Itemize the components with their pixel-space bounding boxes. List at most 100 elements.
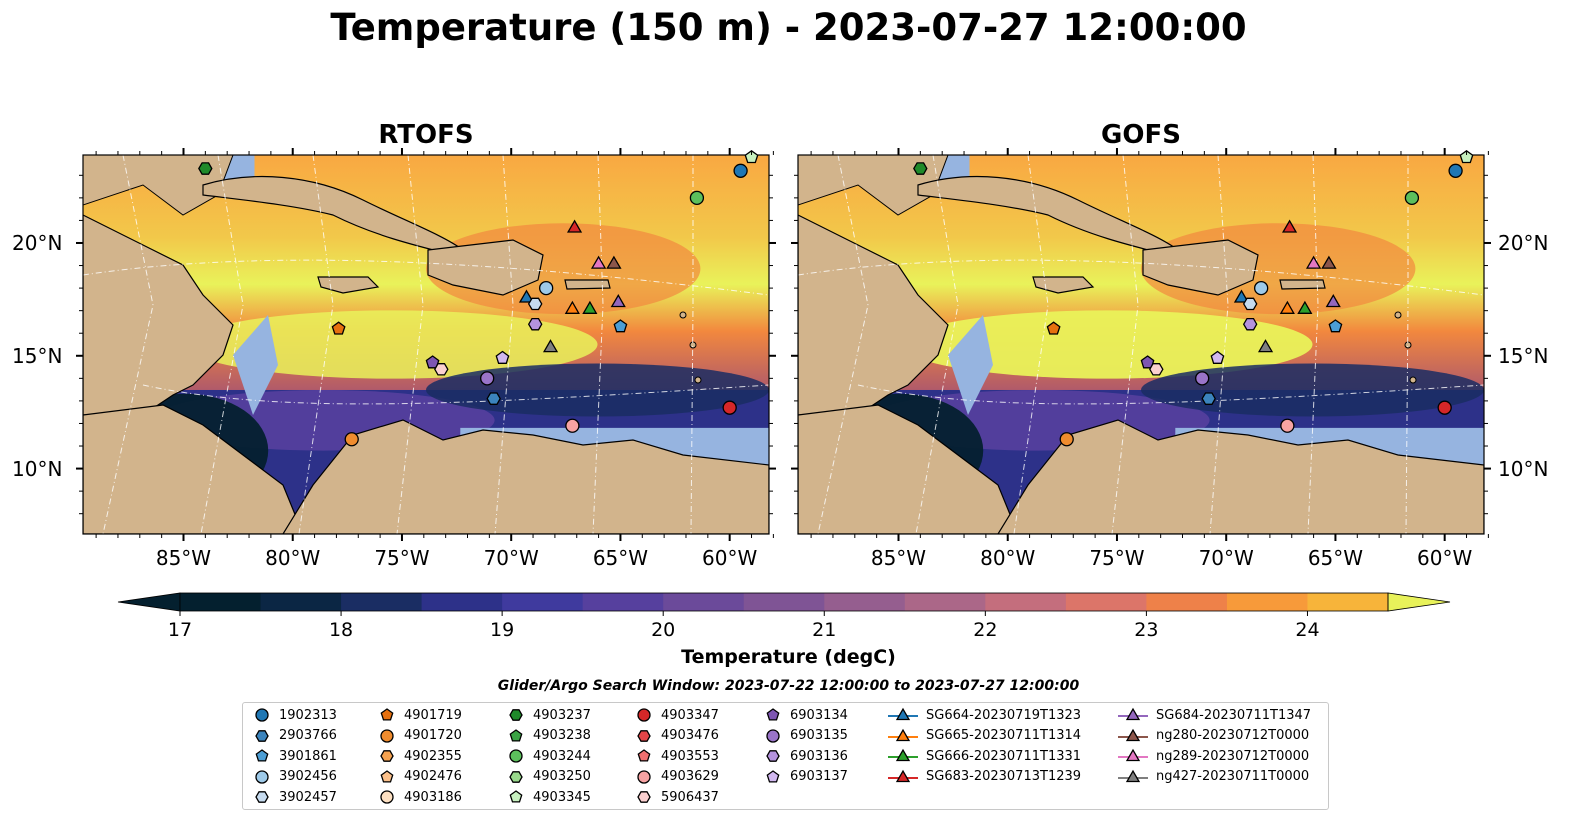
- legend-item-label: 4903476: [661, 728, 719, 743]
- legend-item-label: 6903135: [790, 728, 848, 743]
- map-marker: [1210, 350, 1225, 364]
- map-panel-rtofs[interactable]: [83, 155, 769, 534]
- colorbar-bin: [502, 593, 584, 611]
- legend-item-label: 5906437: [661, 789, 719, 805]
- legend-item-label: 4903553: [661, 748, 719, 764]
- legend-item-label: 6903136: [790, 748, 848, 764]
- map-marker: [542, 339, 559, 353]
- hexagon-marker-icon: [637, 729, 651, 742]
- map-marker: [1233, 289, 1250, 303]
- legend-item: SG683-20230713T1239: [888, 768, 1113, 786]
- lon-tick-label: 80°W: [265, 546, 321, 570]
- legend-item: 4903238: [507, 727, 632, 745]
- lon-tick-label: 75°W: [374, 546, 430, 570]
- colorbar-tick-label: 23: [1134, 619, 1159, 641]
- map-marker: [1280, 418, 1295, 433]
- map-marker: [1459, 150, 1474, 164]
- lat-tick-label-left: 10°N: [12, 456, 63, 481]
- hexagon-marker-icon: [509, 709, 523, 721]
- legend-item: SG665-20230711T1314: [888, 727, 1113, 745]
- map-marker: [1195, 371, 1210, 386]
- legend-item: SG664-20230719T1323: [888, 706, 1113, 724]
- legend-item-label: 3902457: [279, 789, 337, 805]
- hexagon-marker-icon: [766, 750, 780, 762]
- legend-item-label: 4903238: [533, 728, 591, 743]
- map-marker: [1201, 392, 1216, 405]
- colorbar-tick-label: 24: [1295, 619, 1320, 641]
- map-marker: [1149, 363, 1164, 376]
- colorbar-bin: [985, 593, 1067, 611]
- triangle-marker-icon: [888, 769, 918, 782]
- lat-tick-label-left: 15°N: [12, 343, 63, 368]
- map-marker: [198, 162, 213, 175]
- panel-title-gofs: GOFS: [1101, 120, 1181, 150]
- legend-item-label: 4903345: [533, 789, 591, 805]
- legend-item: 6903137: [764, 768, 884, 786]
- map-marker: [1140, 355, 1155, 369]
- circle-marker-icon: [255, 769, 269, 784]
- colorbar-bin: [1307, 593, 1389, 611]
- legend-item: 4902476: [378, 768, 503, 786]
- pentagon-marker-icon: [255, 749, 269, 762]
- legend-item: 3901861: [253, 747, 373, 765]
- map-marker: [1305, 255, 1322, 269]
- legend-item-label: ng427-20230711T0000: [1156, 769, 1310, 784]
- map-marker: [1437, 400, 1452, 415]
- colorbar-bin: [1065, 593, 1147, 611]
- legend-item-label: 4902476: [404, 769, 462, 784]
- map-panels[interactable]: [0, 0, 1577, 600]
- colorbar-tick-label: 20: [651, 619, 676, 641]
- triangle-marker-icon: [888, 707, 918, 721]
- legend-item-label: 4903629: [661, 769, 719, 784]
- lat-tick-label-right: 20°N: [1498, 230, 1549, 255]
- legend-item-label: 4903186: [404, 789, 462, 805]
- legend-item: 4903345: [507, 788, 632, 806]
- map-marker: [565, 418, 580, 433]
- map-marker: [564, 300, 580, 314]
- legend-item: 4903244: [507, 747, 632, 765]
- circle-marker-icon: [637, 769, 651, 784]
- colorbar-tick-label: 19: [490, 619, 515, 641]
- map-marker: [913, 162, 928, 175]
- triangle-marker-icon: [1118, 769, 1148, 782]
- legend-item-label: 6903134: [790, 707, 848, 723]
- map-marker: [495, 350, 510, 364]
- map-marker: [1279, 300, 1295, 314]
- map-marker: [1328, 319, 1343, 333]
- colorbar-tick-label: 21: [812, 619, 837, 641]
- lon-tick-label: 85°W: [155, 546, 212, 570]
- map-marker: [1448, 163, 1463, 178]
- pentagon-marker-icon: [766, 769, 780, 783]
- colorbar-bin: [421, 593, 503, 611]
- legend-item: 3902456: [253, 768, 373, 786]
- legend-item-label: 4903237: [533, 707, 591, 723]
- legend-item: 4901720: [378, 727, 503, 745]
- lon-tick-label: 60°W: [702, 546, 758, 570]
- colorbar-bin: [663, 593, 745, 611]
- map-marker: [689, 190, 705, 206]
- colorbar-bin: [1146, 593, 1228, 611]
- pentagon-marker-icon: [380, 769, 394, 783]
- legend-item: 4901719: [378, 706, 503, 724]
- legend-item: 4902355: [378, 747, 503, 765]
- legend-item-label: SG683-20230713T1239: [926, 769, 1082, 784]
- legend-item-label: ng280-20230712T0000: [1156, 728, 1310, 743]
- legend-item-label: 2903766: [279, 728, 337, 743]
- map-marker: [434, 363, 449, 376]
- triangle-marker-icon: [888, 748, 918, 762]
- legend-item: ng427-20230711T0000: [1118, 768, 1328, 786]
- legend-item-label: 4901720: [404, 728, 462, 743]
- map-marker: [722, 400, 737, 415]
- map-marker: [1059, 432, 1074, 447]
- map-marker: [613, 319, 628, 333]
- map-frame: [797, 154, 1485, 535]
- map-marker: [1257, 339, 1274, 353]
- map-marker: [1242, 297, 1258, 311]
- colorbar-label: Temperature (degC): [681, 646, 896, 668]
- lon-tick-label: 60°W: [1417, 546, 1473, 570]
- map-panel-gofs[interactable]: [798, 155, 1484, 534]
- legend-item: SG666-20230711T1331: [888, 747, 1113, 765]
- hexagon-marker-icon: [637, 791, 651, 803]
- lat-tick-label-right: 15°N: [1498, 343, 1549, 368]
- legend-item: 5906437: [635, 788, 760, 806]
